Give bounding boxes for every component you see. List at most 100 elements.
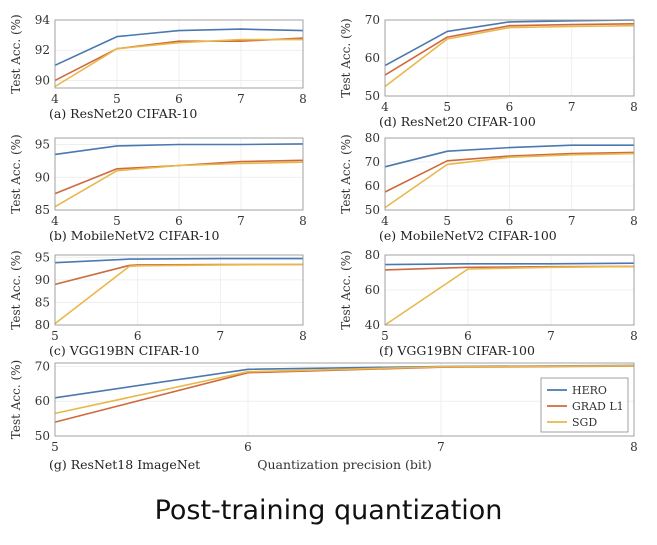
y-tick-label: 94 (35, 13, 51, 27)
y-axis-label: Test Acc. (%) (9, 134, 23, 213)
x-tick-label: 8 (630, 329, 638, 343)
x-tick-label: 6 (464, 329, 472, 343)
y-tick-label: 80 (35, 318, 50, 332)
chart-g-resnet18-imagenet: 5 6 7 8 50 60 70 Test Acc. (%) (g) ResNet18 Imag… (9, 359, 638, 472)
y-axis-label: Test Acc. (%) (339, 134, 353, 213)
y-axis-label: Test Acc. (%) (9, 14, 23, 93)
chart-title: (d) ResNet20 CIFAR-100 (379, 114, 536, 129)
chart-title: (g) ResNet18 ImageNet (49, 457, 200, 472)
x-tick-label: 7 (568, 214, 576, 228)
series-line-sgd (384, 152, 635, 209)
y-tick-label: 70 (365, 155, 380, 169)
plot-area (55, 363, 634, 436)
series-line-grad-l1 (384, 23, 635, 76)
series-line-hero (54, 28, 304, 67)
plot-frame (384, 19, 635, 97)
y-tick-label: 70 (35, 359, 50, 373)
x-tick-label: 8 (630, 100, 638, 114)
x-tick-label: 5 (443, 214, 451, 228)
x-tick-label: 5 (443, 100, 451, 114)
chart-e-mobilenetv2-cifar-100: 4 5 6 7 8 50 60 70 80 Test Acc. (%) (e) MobileNetV… (339, 131, 638, 243)
y-tick-label: 50 (365, 203, 380, 217)
y-tick-label: 60 (35, 394, 50, 408)
series-line-sgd (54, 38, 303, 88)
y-axis-label: Test Acc. (%) (9, 250, 23, 329)
x-tick-label: 8 (299, 329, 307, 343)
y-tick-label: 85 (35, 295, 50, 309)
series-line-hero (54, 257, 303, 264)
plot-frame (54, 137, 304, 211)
legend: HERO GRAD L1 SGD (540, 377, 629, 433)
x-tick-label: 7 (217, 329, 225, 343)
y-tick-label: 92 (35, 43, 50, 57)
y-tick-label: 60 (365, 283, 380, 297)
plot-frame (384, 137, 635, 211)
series-line-sgd (384, 24, 635, 88)
legend-box (540, 377, 629, 433)
chart-title: (f) VGG19BN CIFAR-100 (379, 343, 535, 358)
x-tick-label: 4 (381, 100, 389, 114)
legend-entry-hero: HERO (572, 384, 607, 397)
x-tick-label: 4 (51, 92, 59, 106)
y-tick-label: 40 (365, 318, 380, 332)
series-line-hero (384, 262, 635, 266)
plot-frame (54, 362, 635, 437)
series-line-sgd (54, 263, 304, 325)
slide-caption: Post-training quantization (154, 495, 503, 526)
x-tick-label: 8 (630, 440, 638, 454)
x-tick-label: 6 (506, 100, 514, 114)
y-tick-label: 80 (365, 248, 380, 262)
chart-b-mobilenetv2-cifar-10: 4 5 6 7 8 85 90 95 Test Acc. (%) (b) MobileNetV2 … (9, 134, 307, 243)
x-tick-label: 5 (51, 440, 59, 454)
y-tick-label: 90 (35, 73, 50, 87)
y-tick-label: 70 (365, 13, 380, 27)
y-tick-label: 95 (35, 138, 50, 152)
y-tick-label: 95 (35, 250, 50, 264)
y-tick-label: 60 (365, 51, 380, 65)
series-line-hero (384, 144, 634, 168)
y-axis-label: Test Acc. (%) (9, 360, 23, 439)
x-tick-label: 4 (381, 214, 389, 228)
chart-c-vgg19bn-cifar-10: 5 6 7 8 80 85 90 95 Test Acc. (%) (c) VGG19BN CIF… (9, 250, 307, 358)
chart-title: (b) MobileNetV2 CIFAR-10 (49, 228, 219, 243)
series-line-hero (54, 143, 304, 156)
legend-entry-grad-l1: GRAD L1 (572, 400, 624, 413)
chart-title: (e) MobileNetV2 CIFAR-100 (379, 228, 557, 243)
plot-frame (384, 254, 635, 326)
x-tick-label: 8 (630, 214, 638, 228)
series-line-hero (384, 19, 635, 67)
x-tick-label: 6 (506, 214, 514, 228)
x-tick-label: 7 (547, 329, 555, 343)
chart-f-vgg19bn-cifar-100: 5 6 7 8 40 60 80 Test Acc. (%) (f) VGG19BN CIFAR… (339, 248, 638, 358)
y-tick-label: 50 (365, 89, 380, 103)
x-tick-label: 5 (51, 329, 59, 343)
y-tick-label: 60 (365, 179, 380, 193)
x-tick-label: 7 (237, 92, 245, 106)
x-tick-label: 7 (437, 440, 445, 454)
plot-frame (54, 19, 304, 89)
x-tick-label: 8 (299, 92, 307, 106)
plot-frame (54, 254, 304, 326)
chart-title: (c) VGG19BN CIFAR-10 (49, 343, 199, 358)
x-tick-label: 6 (134, 329, 142, 343)
series-line-sgd (54, 161, 304, 208)
chart-d-resnet20-cifar-100: 4 5 6 7 8 50 60 70 Test Acc. (%) (d) ResNet20 CIF… (339, 13, 638, 129)
y-axis-label: Test Acc. (%) (339, 18, 353, 97)
x-axis-label: Quantization precision (bit) (257, 457, 432, 472)
series-line-sgd (54, 364, 635, 415)
x-tick-label: 7 (568, 100, 576, 114)
y-tick-label: 90 (35, 170, 50, 184)
x-tick-label: 6 (175, 92, 183, 106)
series-line-sgd (384, 265, 635, 326)
y-axis-label: Test Acc. (%) (339, 250, 353, 329)
x-tick-label: 6 (244, 440, 252, 454)
x-tick-label: 5 (381, 329, 389, 343)
chart-title: (a) ResNet20 CIFAR-10 (49, 106, 197, 121)
y-tick-label: 90 (35, 273, 50, 287)
x-tick-label: 6 (175, 214, 183, 228)
x-tick-label: 5 (113, 214, 121, 228)
y-tick-label: 80 (365, 131, 380, 145)
y-tick-label: 85 (35, 203, 50, 217)
series-line-grad-l1 (384, 151, 635, 193)
